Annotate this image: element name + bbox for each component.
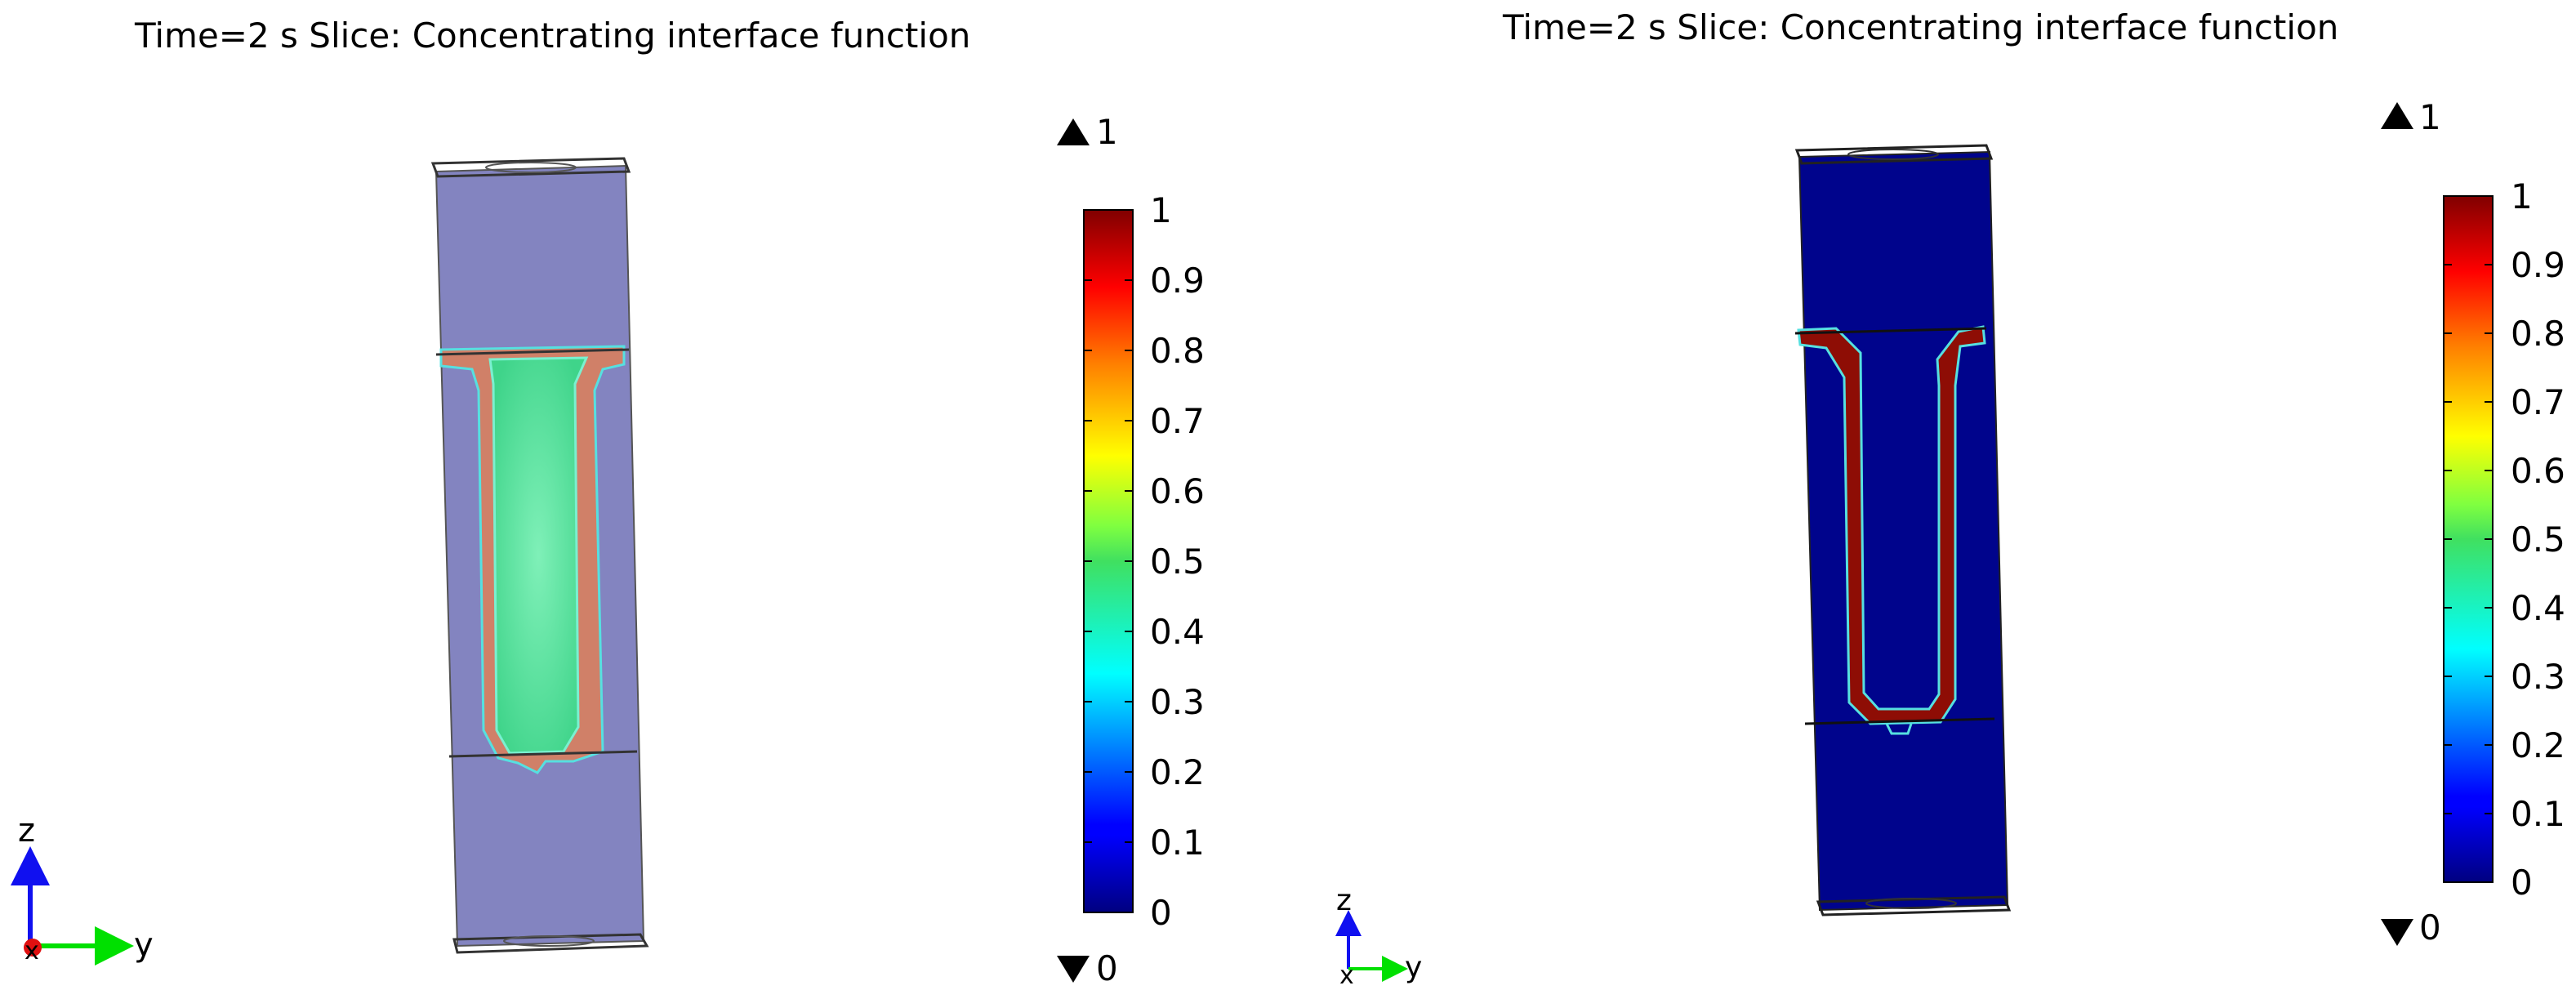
colorbar-tick-label: 0.5: [1150, 542, 1205, 582]
colorbar-tick-label: 1: [2511, 176, 2533, 216]
colorbar-tick-label: 0: [1150, 893, 1172, 933]
colorbar-min-marker: 0: [2419, 908, 2441, 948]
colorbar-tick-label: 0.3: [2511, 657, 2565, 697]
colorbar-tick-label: 0.9: [2511, 245, 2565, 285]
axis-x-label: x: [1339, 961, 1354, 990]
colorbar-tick-label: 0.3: [1150, 682, 1205, 722]
axes-triad: z y x: [1335, 884, 1422, 990]
colorbar: 1 1 0.9 0.8 0.7 0.6 0.5 0.4 0.3 0.2 0.1 0 0: [2381, 97, 2565, 948]
colorbar-tick-label: 0.8: [2511, 314, 2565, 354]
min-marker-icon: [1057, 956, 1090, 983]
axis-y-label: y: [1405, 951, 1422, 984]
colorbar-tick-label: 0.2: [2511, 725, 2565, 765]
colorbar-tick-label: 0: [2511, 863, 2533, 903]
axis-z-label: z: [18, 812, 35, 850]
geometry-view: [430, 157, 649, 954]
axis-y-label: y: [134, 926, 154, 964]
colorbar: 1 1 0.9 0.8 0.7 0.6 0.5 0.4 0.3 0.2 0.1 0 0: [1057, 112, 1205, 988]
colorbar-tick-label: 0.4: [1150, 612, 1205, 652]
plot-title: Time=2 s Slice: Concentrating interface …: [134, 16, 970, 56]
axis-x-dot-icon: [24, 939, 42, 957]
axes-triad: z y x: [11, 812, 154, 966]
left-plot: Time=2 s Slice: Concentrating interface …: [11, 16, 1205, 988]
colorbar-tick-label: 0.1: [1150, 823, 1205, 863]
axis-z-label: z: [1336, 884, 1352, 917]
colorbar-tick-label: 1: [1150, 190, 1172, 230]
colorbar-tick-label: 0.7: [1150, 401, 1205, 441]
colorbar-min-marker: 0: [1096, 948, 1118, 988]
axis-x-label: x: [25, 937, 39, 966]
colorbar-max-marker: 1: [1096, 112, 1118, 152]
colorbar-tick-label: 0.4: [2511, 588, 2565, 628]
colorbar-tick-label: 0.6: [1150, 471, 1205, 511]
colorbar-tick-label: 0.8: [1150, 331, 1205, 371]
inner-fluid: [488, 356, 589, 755]
max-marker-icon: [2381, 102, 2413, 129]
colorbar-tick-label: 0.9: [1150, 261, 1205, 301]
preform-interface: [1797, 325, 1986, 725]
colorbar-tick-label: 0.2: [1150, 752, 1205, 792]
min-marker-icon: [2381, 919, 2413, 946]
colorbar-tick-label: 0.5: [2511, 520, 2565, 560]
colorbar-tick-label: 0.7: [2511, 382, 2565, 422]
colorbar-tick-label: 0.1: [2511, 794, 2565, 834]
geometry-view: [1794, 144, 2012, 916]
plot-title: Time=2 s Slice: Concentrating interface …: [1502, 7, 2338, 47]
max-marker-icon: [1057, 118, 1090, 145]
colorbar-max-marker: 1: [2419, 97, 2441, 137]
right-plot: Time=2 s Slice: Concentrating interface …: [1335, 7, 2565, 990]
colorbar-tick-label: 0.6: [2511, 451, 2565, 491]
